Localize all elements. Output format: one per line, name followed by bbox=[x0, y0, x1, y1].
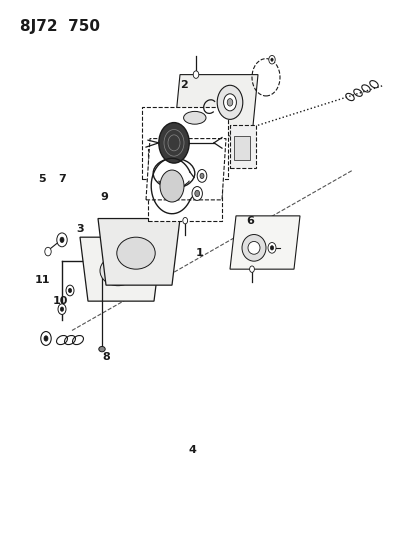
Circle shape bbox=[68, 288, 72, 293]
Circle shape bbox=[217, 85, 243, 119]
Circle shape bbox=[192, 187, 202, 200]
Circle shape bbox=[183, 217, 188, 224]
Text: 11: 11 bbox=[34, 275, 50, 285]
Polygon shape bbox=[174, 75, 258, 136]
Text: 7: 7 bbox=[58, 174, 66, 183]
Polygon shape bbox=[146, 139, 226, 200]
Bar bbox=[230, 125, 256, 168]
Text: 5: 5 bbox=[38, 174, 46, 183]
Bar bbox=[148, 149, 222, 221]
Circle shape bbox=[60, 237, 64, 243]
Circle shape bbox=[270, 246, 274, 250]
Circle shape bbox=[44, 336, 48, 341]
Circle shape bbox=[271, 58, 273, 61]
Circle shape bbox=[66, 285, 74, 296]
Ellipse shape bbox=[248, 241, 260, 254]
Ellipse shape bbox=[184, 111, 206, 124]
Circle shape bbox=[224, 94, 236, 111]
Ellipse shape bbox=[99, 346, 105, 352]
Bar bbox=[142, 107, 228, 179]
Ellipse shape bbox=[117, 237, 155, 269]
Circle shape bbox=[197, 169, 207, 182]
Polygon shape bbox=[80, 237, 162, 301]
Circle shape bbox=[41, 332, 51, 345]
Text: 8J72  750: 8J72 750 bbox=[20, 19, 100, 34]
Text: 8: 8 bbox=[102, 352, 110, 362]
Circle shape bbox=[58, 304, 66, 314]
Circle shape bbox=[60, 307, 64, 311]
Circle shape bbox=[200, 173, 204, 179]
Text: 2: 2 bbox=[180, 80, 188, 90]
Circle shape bbox=[269, 55, 275, 64]
Polygon shape bbox=[230, 216, 300, 269]
Circle shape bbox=[160, 170, 184, 202]
Circle shape bbox=[250, 266, 254, 272]
Circle shape bbox=[57, 233, 67, 247]
Circle shape bbox=[268, 243, 276, 253]
Bar bbox=[234, 136, 250, 160]
Text: 4: 4 bbox=[188, 446, 196, 455]
Ellipse shape bbox=[242, 235, 266, 261]
Text: 10: 10 bbox=[52, 296, 68, 306]
Circle shape bbox=[45, 247, 51, 256]
Circle shape bbox=[227, 99, 233, 106]
Text: 3: 3 bbox=[76, 224, 84, 234]
Ellipse shape bbox=[159, 123, 189, 163]
Text: 1: 1 bbox=[196, 248, 204, 258]
Text: 9: 9 bbox=[100, 192, 108, 202]
Text: 6: 6 bbox=[246, 216, 254, 226]
Circle shape bbox=[195, 190, 200, 197]
Polygon shape bbox=[98, 219, 180, 285]
Circle shape bbox=[193, 71, 199, 78]
Ellipse shape bbox=[100, 256, 136, 286]
